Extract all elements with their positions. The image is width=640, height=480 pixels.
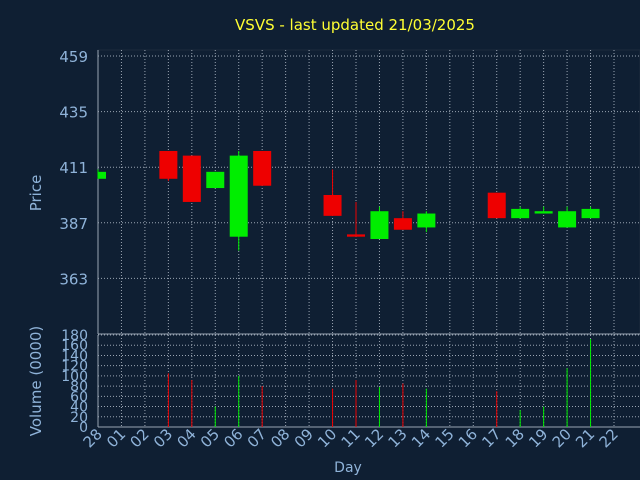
- volume-panel: 0204060801001201401601802801020304050607…: [61, 328, 640, 451]
- candle-body: [393, 218, 412, 230]
- volume-tick-label: 120: [61, 359, 88, 375]
- day-tick-label: 21: [572, 425, 598, 451]
- price-axis-label: Price: [27, 175, 45, 212]
- day-tick-label: 16: [455, 425, 481, 451]
- day-tick-label: 11: [338, 425, 364, 451]
- candlestick: [370, 206, 389, 240]
- candle-body: [253, 150, 272, 186]
- candle-body: [487, 192, 506, 219]
- volume-tick-label: 140: [61, 348, 88, 364]
- day-tick-label: 08: [267, 425, 293, 451]
- price-tick-label: 411: [59, 159, 88, 177]
- volume-tick-label: 80: [70, 379, 88, 395]
- day-tick-label: 07: [244, 425, 270, 451]
- volume-tick-label: 100: [61, 369, 88, 385]
- price-tick-label: 459: [59, 48, 88, 66]
- candlestick: [97, 169, 106, 179]
- price-plot-bg: [97, 49, 640, 335]
- candle-body: [417, 213, 436, 228]
- day-tick-label: 18: [502, 425, 528, 451]
- candlestick: [511, 206, 530, 219]
- chart-title: VSVS - last updated 21/03/2025: [235, 16, 475, 34]
- candlestick: [347, 201, 365, 237]
- price-panel: 459 435 411 387 363: [59, 48, 640, 335]
- day-tick-label: 22: [596, 425, 622, 451]
- day-tick-label: 15: [431, 425, 457, 451]
- candlestick: [206, 171, 225, 189]
- candle-body: [159, 150, 178, 179]
- day-tick-label: 06: [220, 425, 246, 451]
- volume-axis-label: Volume (0000): [27, 326, 45, 436]
- candle-body: [206, 171, 225, 189]
- day-tick-label: 04: [173, 425, 199, 451]
- day-tick-label: 12: [361, 425, 387, 451]
- day-tick-label: 09: [291, 425, 317, 451]
- candlestick: [534, 206, 553, 214]
- candlestick: [558, 206, 577, 228]
- candle-body: [347, 234, 365, 237]
- day-tick-label: 14: [408, 425, 434, 451]
- candle-body: [370, 211, 389, 240]
- candle-body: [98, 171, 106, 179]
- candlestick: [393, 211, 412, 230]
- volume-tick-label: 60: [70, 389, 88, 405]
- volume-tick-label: 0: [79, 420, 88, 436]
- volume-tick-label: 40: [70, 400, 88, 416]
- volume-tick-label: 180: [61, 328, 88, 344]
- day-tick-label: 19: [525, 425, 551, 451]
- candlestick: [417, 211, 436, 233]
- day-tick-label: 17: [478, 425, 504, 451]
- candlestick: [487, 192, 506, 219]
- candlestick: [229, 150, 248, 251]
- candle-body: [323, 195, 342, 216]
- volume-tick-label: 160: [61, 338, 88, 354]
- day-tick-label: 02: [127, 425, 153, 451]
- price-tick-label: 435: [59, 104, 88, 122]
- day-tick-label: 01: [103, 425, 129, 451]
- candle-body: [534, 211, 553, 214]
- candlestick: [581, 206, 600, 219]
- day-tick-label: 03: [150, 425, 176, 451]
- candle-body: [182, 155, 201, 202]
- candlestick: [182, 155, 201, 202]
- day-tick-label: 13: [385, 425, 411, 451]
- candlestick: [323, 169, 342, 216]
- candle-body: [511, 208, 530, 219]
- candle-body: [229, 155, 248, 237]
- candle-body: [581, 208, 600, 219]
- day-tick-label: 10: [314, 425, 340, 451]
- day-axis-label: Day: [334, 460, 362, 476]
- candlestick: [253, 150, 272, 186]
- price-tick-label: 363: [59, 270, 88, 288]
- price-tick-label: 387: [59, 215, 88, 233]
- day-tick-label: 20: [549, 425, 575, 451]
- candle-body: [558, 211, 577, 228]
- day-tick-label: 05: [197, 425, 223, 451]
- volume-tick-label: 20: [70, 410, 88, 426]
- candlestick: [159, 150, 178, 182]
